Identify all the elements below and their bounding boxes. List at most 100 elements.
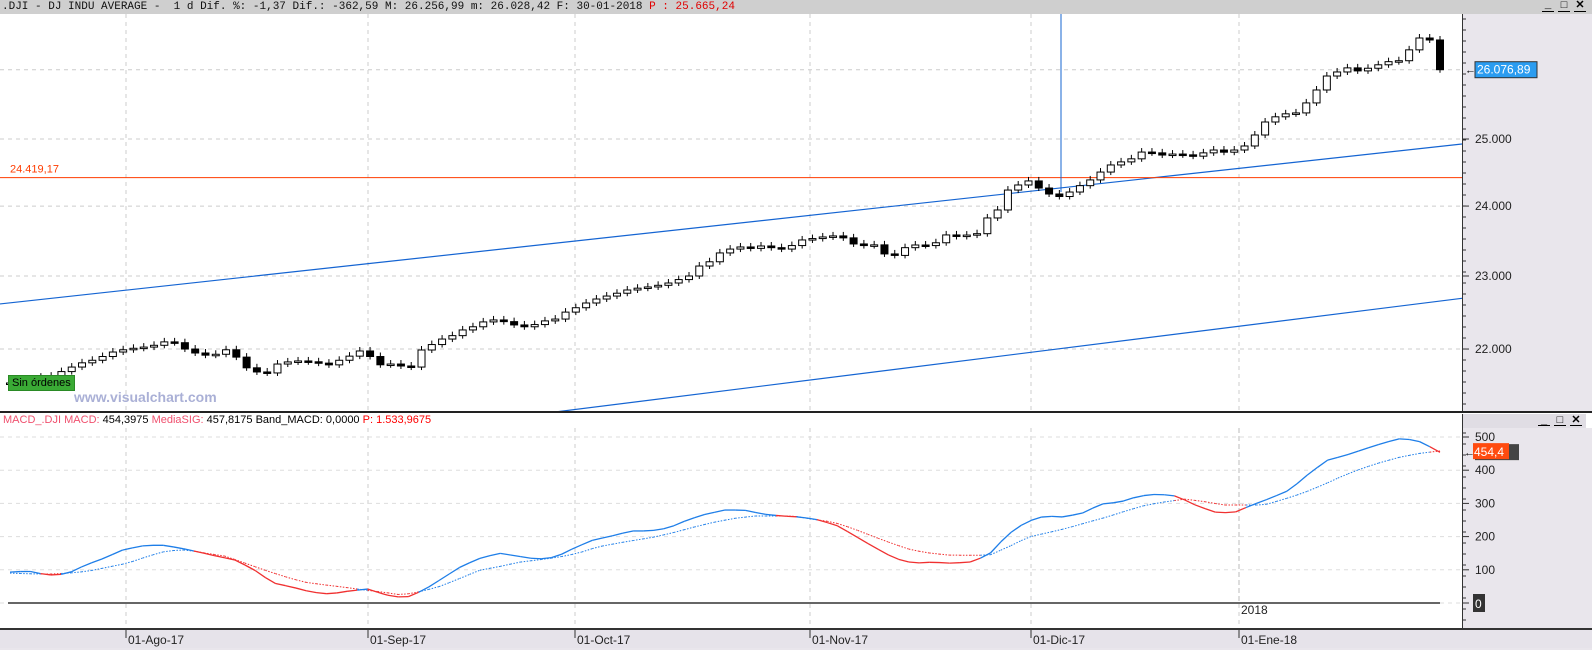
macd-line-segment xyxy=(694,515,704,518)
candle xyxy=(644,283,651,291)
macd-line-segment xyxy=(296,588,306,591)
signal-line-segment xyxy=(1369,463,1379,466)
candle-body xyxy=(151,345,158,347)
x-tick-label: 01-Dic-17 xyxy=(1033,633,1085,647)
candle xyxy=(1241,142,1248,153)
candle-body xyxy=(768,246,775,248)
macd-line-segment xyxy=(715,510,725,512)
macd-line-segment xyxy=(490,553,500,555)
macd-line-segment xyxy=(265,578,275,584)
close-button[interactable]: ✕ xyxy=(1574,1,1586,12)
candle xyxy=(151,341,158,350)
candle-body xyxy=(408,366,415,368)
macd-line-segment xyxy=(1021,520,1031,525)
macd-line-segment xyxy=(756,513,766,515)
candle-body xyxy=(613,293,620,296)
minimize-button[interactable]: _ xyxy=(1542,1,1554,12)
macd-minimize-button[interactable]: _ xyxy=(1538,415,1550,426)
candle-body xyxy=(737,247,744,249)
candle xyxy=(799,236,806,249)
macd-line-segment xyxy=(122,548,132,550)
candle-body xyxy=(1035,181,1042,188)
candle xyxy=(1148,148,1155,156)
signal-line-segment xyxy=(1123,509,1133,512)
orders-badge[interactable]: Sin órdenes xyxy=(8,375,75,391)
candle-body xyxy=(1395,61,1402,63)
x-tick-label: 01-Ago-17 xyxy=(128,633,184,647)
macd-line-segment xyxy=(980,553,990,558)
macd-line-segment xyxy=(1134,496,1144,498)
candle xyxy=(747,243,754,251)
watermark: www.visualchart.com xyxy=(74,389,217,405)
candle-body xyxy=(89,360,96,363)
macd-chart[interactable]: 2018 xyxy=(0,428,1462,628)
y-tick-label: 24.000 xyxy=(1475,199,1512,213)
candle-body xyxy=(1210,150,1217,153)
candle-body xyxy=(953,235,960,237)
macd-line-segment xyxy=(357,589,367,590)
candle-body xyxy=(1292,113,1299,115)
candle-body xyxy=(1334,72,1341,76)
candle-body xyxy=(572,308,579,312)
candle-body xyxy=(902,248,909,256)
signal-line-segment xyxy=(71,572,81,573)
candle-body xyxy=(274,364,281,373)
candle xyxy=(223,346,230,357)
candle-body xyxy=(1087,180,1094,186)
macd-line-segment xyxy=(1195,505,1205,509)
macd-line-segment xyxy=(705,512,715,514)
candle-body xyxy=(171,342,178,344)
candle-body xyxy=(469,327,476,330)
signal-line-segment xyxy=(613,542,623,544)
candle xyxy=(202,349,209,358)
signal-line-segment xyxy=(500,564,510,566)
maximize-button[interactable]: □ xyxy=(1558,1,1570,12)
macd-close-button[interactable]: ✕ xyxy=(1570,415,1582,426)
signal-line-segment xyxy=(1277,498,1287,501)
macd-line-segment xyxy=(1164,495,1174,496)
candle-body xyxy=(1416,38,1423,50)
candle xyxy=(1313,86,1320,106)
x-tick-label: 01-Oct-17 xyxy=(577,633,631,647)
macd-line-segment xyxy=(1226,512,1236,513)
candle-body xyxy=(778,248,785,250)
candle-body xyxy=(819,237,826,239)
macd-line-segment xyxy=(1420,442,1430,447)
candle xyxy=(305,357,312,365)
macd-line-segment xyxy=(286,586,296,588)
macd-line-segment xyxy=(541,558,551,559)
macd-line-segment xyxy=(909,562,919,563)
macd-line-segment xyxy=(61,572,71,575)
macd-line-segment xyxy=(1031,517,1041,520)
sig-label: MediaSIG: xyxy=(152,414,204,426)
candle-body xyxy=(480,322,487,327)
candle xyxy=(1220,146,1227,155)
candle-body xyxy=(1169,154,1176,156)
signal-line-segment xyxy=(153,552,163,555)
macd-line-segment xyxy=(970,558,980,562)
signal-line-segment xyxy=(82,570,92,571)
y-tick-label: 25.000 xyxy=(1475,132,1512,146)
candle xyxy=(1437,36,1444,73)
candle-body xyxy=(1179,154,1186,156)
price-chart[interactable]: 24.419,17 Sin órdenes www.visualchart.co… xyxy=(0,14,1462,411)
candle xyxy=(511,318,518,328)
candle-body xyxy=(68,367,75,372)
macd-line-segment xyxy=(204,553,214,555)
candle-body xyxy=(603,296,610,299)
candle xyxy=(428,341,435,353)
candle-body xyxy=(634,288,641,290)
candle-body xyxy=(706,262,713,266)
candle xyxy=(994,206,1001,221)
macd-value: 454,3975 xyxy=(103,414,149,426)
macd-line-segment xyxy=(1277,491,1287,495)
macd-line-segment xyxy=(623,531,633,533)
macd-maximize-button[interactable]: □ xyxy=(1554,415,1566,426)
macd-line-segment xyxy=(664,526,674,529)
candle-body xyxy=(1375,65,1382,68)
p-label: P: xyxy=(363,414,373,426)
min-label: m: xyxy=(471,1,484,13)
